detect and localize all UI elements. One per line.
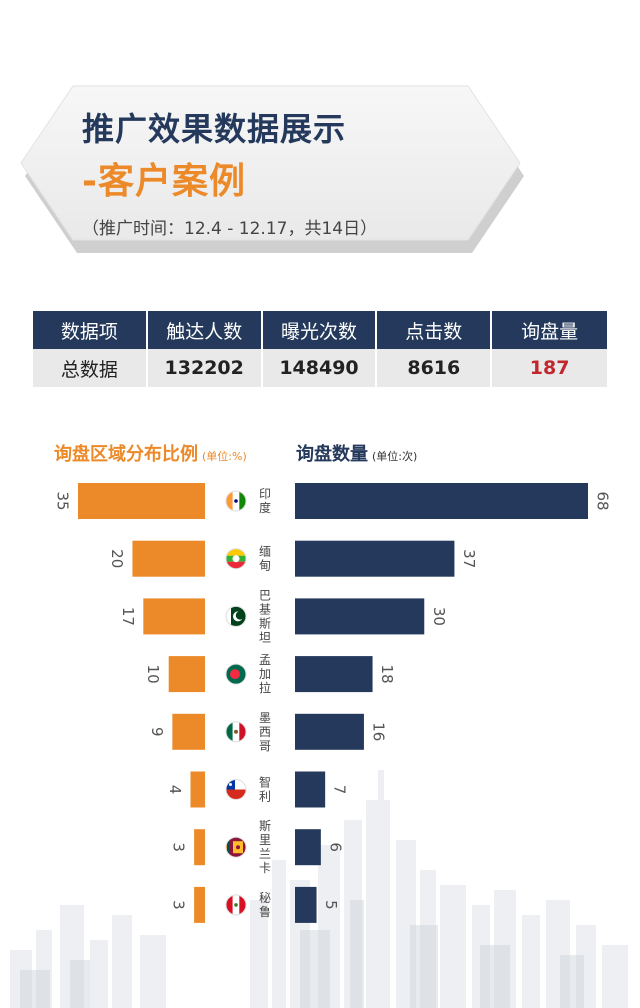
right-bar [295, 771, 326, 808]
left-bar [190, 771, 205, 808]
left-data-label: 9 [148, 727, 166, 737]
left-data-label: 35 [54, 491, 72, 510]
mexico-flag-icon [225, 721, 247, 743]
right-bar [295, 598, 425, 635]
summary-table-header: 数据项 触达人数 曝光次数 点击数 询盘量 [33, 311, 607, 349]
right-data-label: 7 [331, 785, 349, 795]
column-header: 曝光次数 [262, 311, 378, 349]
right-data-label: 16 [369, 722, 387, 741]
right-chart-title-text: 询盘数量 [296, 444, 368, 465]
inquiries-value: 187 [492, 349, 607, 387]
summary-table: 数据项 触达人数 曝光次数 点击数 询盘量 总数据 132202 148490 … [33, 311, 607, 387]
country-label: 斯里兰卡 [259, 819, 271, 875]
left-bar [194, 829, 205, 866]
pakistan-flag-icon [225, 605, 247, 627]
row-label: 总数据 [33, 349, 148, 387]
left-bar [78, 483, 205, 519]
country-label: 巴基斯坦 [259, 588, 271, 644]
india-flag-icon [225, 490, 247, 512]
country-label: 秘鲁 [259, 890, 271, 918]
flag-ring [225, 490, 247, 512]
left-bar [143, 598, 205, 635]
left-bar [194, 886, 205, 923]
left-chart-unit: (单位:%) [202, 450, 247, 463]
right-bar [295, 886, 317, 923]
left-data-label: 4 [166, 785, 184, 795]
promotion-period: （推广时间：12.4 - 12.17，共14日） [82, 219, 378, 239]
right-data-label: 30 [430, 607, 448, 626]
inquiry-count-chart-title: 询盘数量 (单位:次) [296, 440, 417, 466]
left-bar [172, 713, 205, 750]
country-label: 孟加拉 [259, 653, 271, 695]
flag-ring [225, 894, 247, 916]
flag-ring [225, 779, 247, 800]
column-header: 询盘量 [492, 311, 607, 349]
right-bar [295, 483, 588, 519]
left-bar [168, 656, 205, 693]
title-banner-hexagon [20, 85, 524, 253]
column-header: 触达人数 [147, 311, 263, 349]
impressions-value: 148490 [262, 349, 378, 387]
page-title: 推广效果数据展示 [82, 110, 347, 148]
left-data-label: 20 [108, 549, 126, 568]
region-share-chart-title: 询盘区域分布比例 (单位:%) [54, 440, 247, 466]
page-subtitle-case: -客户案例 [82, 161, 246, 202]
column-header: 点击数 [377, 311, 493, 349]
flag-ring [225, 721, 247, 743]
myanmar-flag-icon [225, 548, 247, 570]
peru-flag-icon [225, 894, 247, 916]
column-header: 数据项 [33, 311, 148, 349]
reach-value: 132202 [147, 349, 263, 387]
right-bar [295, 656, 373, 693]
flag-ring [225, 836, 247, 858]
flag-ring [225, 548, 247, 570]
chile-flag-icon [225, 779, 247, 800]
right-bar [295, 829, 321, 866]
left-data-label: 17 [119, 607, 137, 626]
flag-ring [225, 605, 247, 627]
right-data-label: 37 [460, 549, 478, 568]
country-label: 智利 [259, 774, 271, 803]
flag-ring [225, 663, 247, 685]
clicks-value: 8616 [377, 349, 493, 387]
left-bar [132, 540, 205, 577]
right-data-label: 6 [326, 842, 344, 852]
bangladesh-flag-icon [225, 663, 247, 685]
table-row: 总数据 132202 148490 8616 187 [33, 349, 607, 387]
right-data-label: 68 [594, 491, 612, 510]
sri-lanka-flag-icon [225, 836, 247, 858]
left-data-label: 3 [170, 842, 188, 852]
country-label: 墨西哥 [259, 710, 271, 752]
right-chart-unit: (单位:次) [372, 450, 418, 463]
left-chart-title-text: 询盘区域分布比例 [54, 444, 198, 465]
country-label: 缅甸 [259, 544, 271, 572]
country-label: 印度 [259, 487, 271, 515]
right-bar [295, 540, 455, 577]
left-data-label: 10 [144, 665, 162, 684]
right-data-label: 5 [322, 900, 340, 910]
right-data-label: 18 [378, 665, 396, 684]
left-data-label: 3 [170, 900, 188, 910]
right-bar [295, 713, 364, 750]
